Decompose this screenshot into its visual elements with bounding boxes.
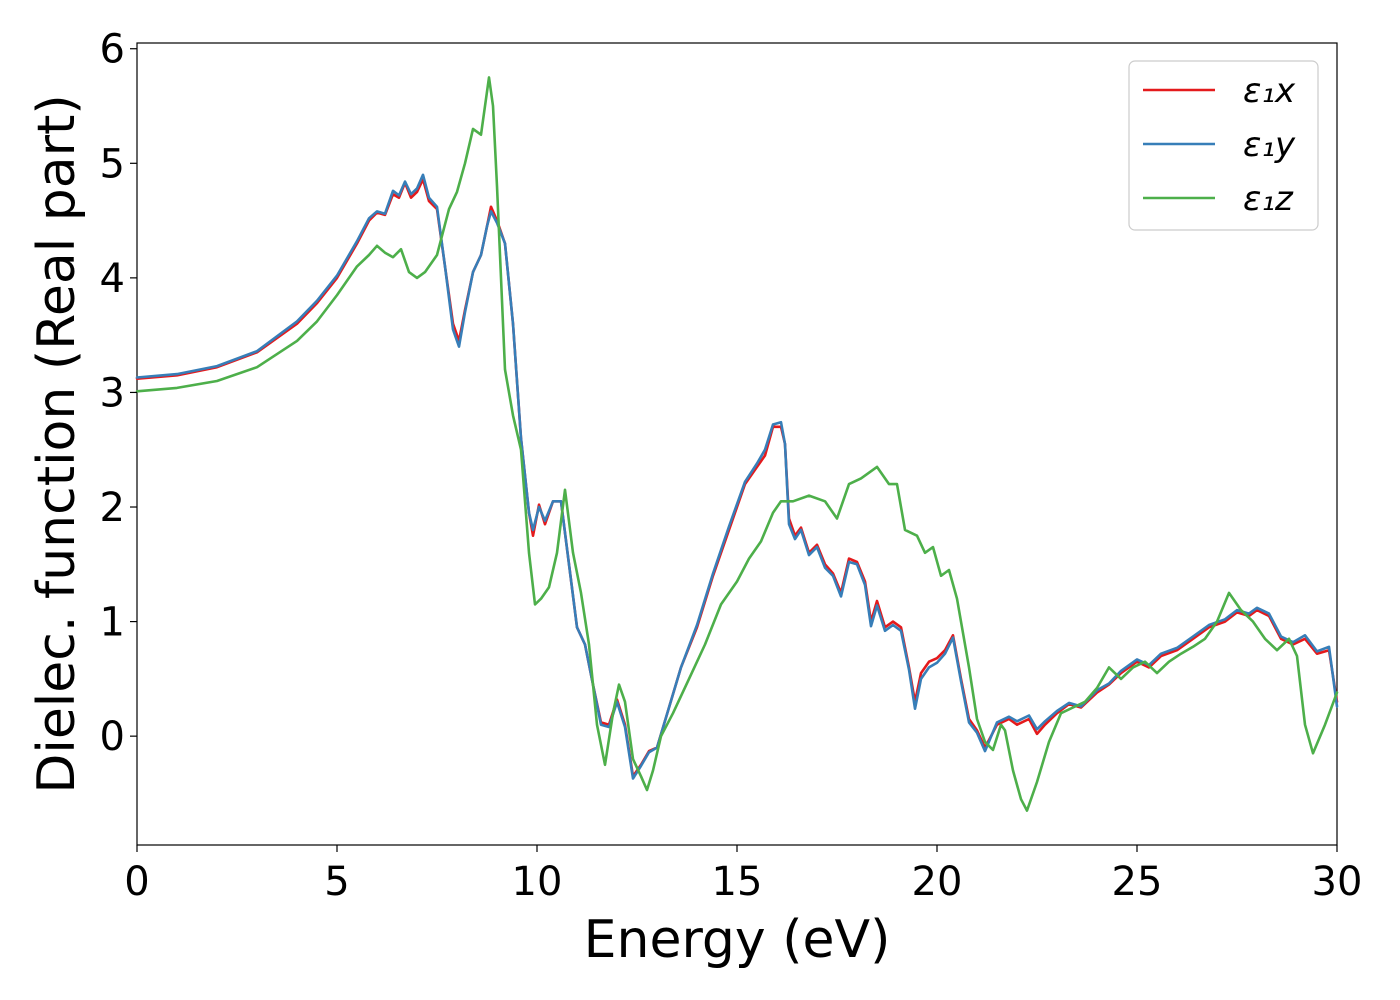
x-axis-ticks: 0 5 10 15 20 25 30 xyxy=(124,845,1362,905)
legend-box xyxy=(1128,60,1319,231)
x-tick-label: 15 xyxy=(712,859,763,905)
x-tick-label: 20 xyxy=(912,859,963,905)
legend-label-1: ε₁x xyxy=(1243,71,1296,111)
x-axis-label: Energy (eV) xyxy=(584,910,891,970)
y-tick-label: 6 xyxy=(100,27,125,73)
y-tick-label: 2 xyxy=(100,485,125,531)
legend-entries: ε₁x ε₁y ε₁z xyxy=(1143,71,1296,219)
y-tick-label: 1 xyxy=(100,600,125,646)
y-tick-label: 5 xyxy=(100,141,125,187)
legend-label-3: ε₁z xyxy=(1243,179,1294,219)
y-tick-label: 3 xyxy=(100,370,125,416)
x-tick-label: 0 xyxy=(124,859,149,905)
series-group xyxy=(135,76,1339,812)
series-line-3 xyxy=(135,76,1339,812)
y-tick-label: 0 xyxy=(100,714,125,760)
x-tick-label: 10 xyxy=(512,859,563,905)
legend-label-2: ε₁y xyxy=(1243,125,1296,165)
x-tick-label: 25 xyxy=(1112,859,1163,905)
y-axis-ticks: 0 1 2 3 4 5 6 xyxy=(100,27,137,760)
x-tick-label: 5 xyxy=(324,859,349,905)
y-axis-label: Dielec. function (Real part) xyxy=(27,94,87,793)
legend: ε₁x ε₁y ε₁z xyxy=(1128,60,1319,231)
y-tick-label: 4 xyxy=(100,256,125,302)
x-tick-label: 30 xyxy=(1312,859,1363,905)
